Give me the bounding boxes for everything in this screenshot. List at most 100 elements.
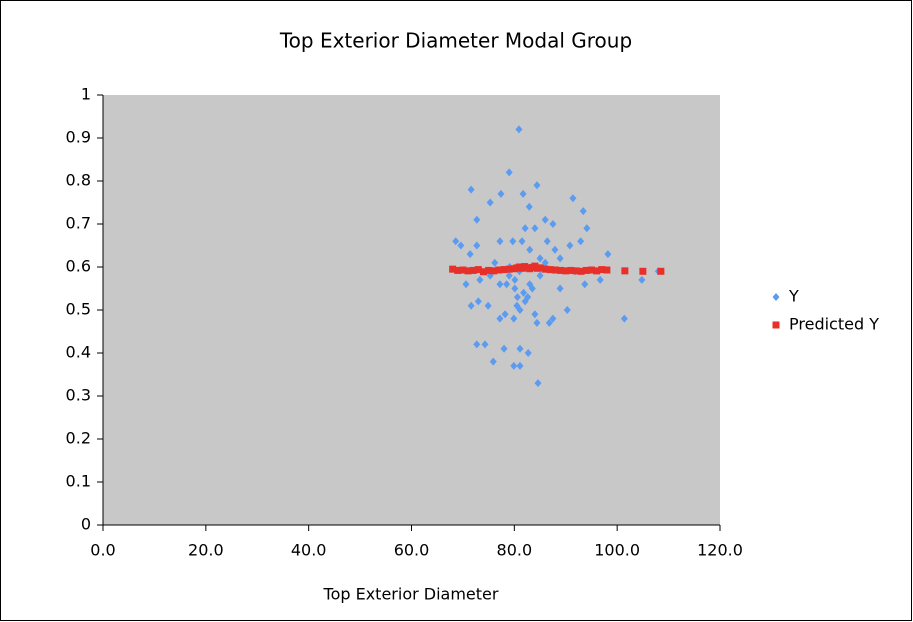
point <box>551 266 559 274</box>
y-tick-label: 0.1 <box>66 472 91 491</box>
point <box>556 254 564 263</box>
point <box>467 301 475 310</box>
point <box>639 267 647 275</box>
x-tick-label: 0.0 <box>90 541 115 560</box>
y-tick-label: 0.3 <box>66 386 91 405</box>
point <box>481 340 489 349</box>
point <box>459 266 467 274</box>
point <box>596 275 604 284</box>
point <box>566 241 574 250</box>
point <box>479 268 487 276</box>
y-tick-label: 0.2 <box>66 429 91 448</box>
point <box>473 215 481 224</box>
point <box>484 301 492 310</box>
point <box>473 340 481 349</box>
point <box>505 271 513 280</box>
point <box>466 250 474 259</box>
point <box>469 266 477 274</box>
point <box>536 271 544 280</box>
point <box>563 306 571 314</box>
point <box>486 198 494 207</box>
point <box>513 301 521 310</box>
point <box>497 189 505 198</box>
point <box>516 361 524 370</box>
plot-area <box>103 95 720 525</box>
point <box>593 267 601 275</box>
point <box>543 237 551 246</box>
point <box>489 357 497 366</box>
point <box>536 254 544 263</box>
point <box>603 266 611 274</box>
x-tick-label: 80.0 <box>497 541 533 560</box>
point <box>520 288 528 297</box>
point <box>500 266 508 274</box>
point <box>501 310 509 319</box>
point <box>509 237 517 246</box>
point <box>524 349 532 357</box>
x-tick-label: 40.0 <box>291 541 327 560</box>
point <box>505 265 513 273</box>
point <box>545 318 553 327</box>
point <box>638 275 646 284</box>
point <box>524 293 532 302</box>
point <box>567 266 575 274</box>
point <box>533 181 541 190</box>
point <box>551 245 559 254</box>
point <box>546 266 554 274</box>
point <box>516 344 524 353</box>
point <box>449 265 457 273</box>
point <box>515 125 523 134</box>
point <box>577 237 585 246</box>
point <box>496 237 504 246</box>
point <box>569 194 577 203</box>
y-tick-label: 0.5 <box>66 300 91 319</box>
y-tick-label: 0 <box>81 515 91 534</box>
point <box>496 314 504 323</box>
point <box>534 379 542 388</box>
point <box>518 237 526 246</box>
point <box>541 265 549 273</box>
point <box>462 280 470 289</box>
point <box>485 266 493 274</box>
point <box>521 224 529 233</box>
point <box>549 220 557 228</box>
point <box>511 284 519 293</box>
point <box>528 284 536 293</box>
point <box>510 361 518 370</box>
point <box>474 266 482 274</box>
point <box>519 189 527 198</box>
point <box>464 267 472 275</box>
point <box>476 275 484 284</box>
x-tick-label: 120.0 <box>697 541 743 560</box>
point <box>525 202 533 211</box>
point <box>510 314 518 323</box>
point <box>598 266 606 274</box>
point <box>621 267 629 275</box>
point <box>620 314 628 323</box>
point <box>491 258 499 267</box>
legend-label: Y <box>788 287 799 306</box>
point <box>549 314 557 323</box>
point <box>513 293 521 302</box>
y-tick-label: 0.4 <box>66 343 91 362</box>
point <box>500 344 508 353</box>
y-tick-label: 1 <box>81 85 91 104</box>
point <box>604 250 612 259</box>
point <box>572 267 580 275</box>
point <box>503 280 511 289</box>
point <box>495 266 503 274</box>
y-tick-label: 0.6 <box>66 257 91 276</box>
x-axis-title: Top Exterior Diameter <box>323 585 499 604</box>
y-tick-label: 0.8 <box>66 171 91 190</box>
point <box>587 266 595 274</box>
point <box>562 267 570 275</box>
point <box>454 266 462 274</box>
point <box>556 284 564 293</box>
y-tick-label: 0.9 <box>66 128 91 147</box>
point <box>579 207 587 216</box>
point <box>467 185 475 194</box>
point <box>511 275 519 284</box>
legend-marker <box>772 293 780 301</box>
point <box>541 215 549 224</box>
